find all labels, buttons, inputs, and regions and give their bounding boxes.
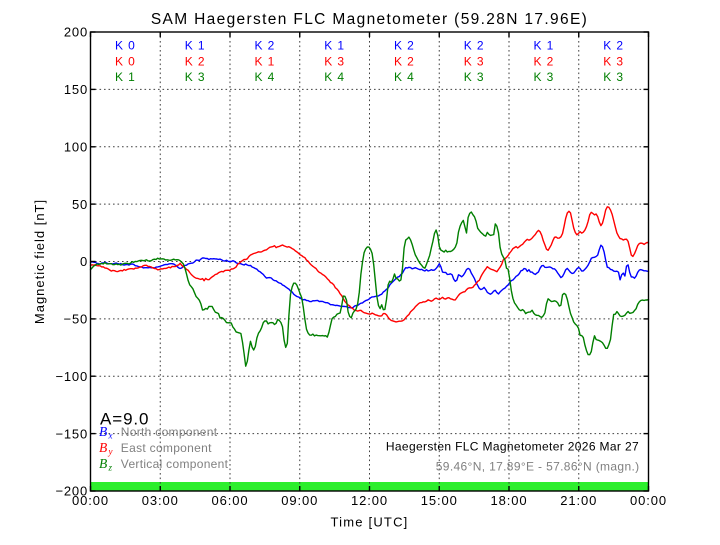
svg-text:Magnetic field [nT]: Magnetic field [nT] xyxy=(32,199,47,324)
svg-text:K 3: K 3 xyxy=(603,54,624,68)
svg-text:y: y xyxy=(108,447,113,457)
svg-text:North component: North component xyxy=(121,425,218,439)
svg-text:50: 50 xyxy=(72,197,88,212)
svg-text:K 1: K 1 xyxy=(324,38,345,52)
svg-text:K 3: K 3 xyxy=(603,70,624,84)
svg-text:K 4: K 4 xyxy=(324,70,345,84)
svg-text:SAM Haegersten FLC Magnetomete: SAM Haegersten FLC Magnetometer (59.28N … xyxy=(151,11,588,28)
svg-text:K 0: K 0 xyxy=(115,38,136,52)
svg-text:21:00: 21:00 xyxy=(560,493,597,508)
svg-text:−50: −50 xyxy=(64,312,88,327)
svg-text:−150: −150 xyxy=(56,426,88,441)
svg-text:59.46°N, 17.89°E - 57.86°N (ma: 59.46°N, 17.89°E - 57.86°N (magn.) xyxy=(436,459,640,473)
svg-text:15:00: 15:00 xyxy=(421,493,458,508)
svg-text:03:00: 03:00 xyxy=(142,493,179,508)
svg-text:Time [UTC]: Time [UTC] xyxy=(331,515,409,530)
svg-text:East component: East component xyxy=(121,441,212,455)
svg-text:K 3: K 3 xyxy=(324,54,345,68)
svg-text:K 1: K 1 xyxy=(534,38,555,52)
svg-text:K 2: K 2 xyxy=(603,38,624,52)
svg-text:−200: −200 xyxy=(56,484,88,499)
svg-text:−100: −100 xyxy=(56,369,88,384)
svg-text:150: 150 xyxy=(64,82,88,97)
svg-text:200: 200 xyxy=(64,25,88,40)
svg-text:K 2: K 2 xyxy=(534,54,555,68)
svg-text:B: B xyxy=(99,440,107,455)
svg-text:12:00: 12:00 xyxy=(351,493,388,508)
svg-text:09:00: 09:00 xyxy=(281,493,318,508)
svg-text:B: B xyxy=(99,424,107,439)
svg-text:K 1: K 1 xyxy=(255,54,276,68)
svg-text:K 2: K 2 xyxy=(255,38,276,52)
svg-text:K 3: K 3 xyxy=(185,70,206,84)
svg-text:K 1: K 1 xyxy=(185,38,206,52)
svg-text:K 1: K 1 xyxy=(115,70,136,84)
svg-text:K 0: K 0 xyxy=(115,54,136,68)
svg-text:K 2: K 2 xyxy=(185,54,206,68)
svg-text:00:00: 00:00 xyxy=(72,493,109,508)
svg-text:18:00: 18:00 xyxy=(490,493,527,508)
svg-text:A=9.0: A=9.0 xyxy=(100,410,149,429)
svg-text:00:00: 00:00 xyxy=(630,493,667,508)
svg-text:K 4: K 4 xyxy=(255,70,276,84)
svg-text:Vertical component: Vertical component xyxy=(121,457,229,471)
svg-text:0: 0 xyxy=(80,254,88,269)
svg-text:K 2: K 2 xyxy=(394,38,415,52)
svg-text:B: B xyxy=(99,456,107,471)
svg-text:K 2: K 2 xyxy=(394,54,415,68)
svg-text:K 3: K 3 xyxy=(464,54,485,68)
svg-text:x: x xyxy=(108,431,113,441)
svg-text:100: 100 xyxy=(64,139,88,154)
svg-text:06:00: 06:00 xyxy=(211,493,248,508)
svg-text:Haegersten FLC Magnetometer 20: Haegersten FLC Magnetometer 2026 Mar 27 xyxy=(386,440,639,454)
svg-text:K 3: K 3 xyxy=(464,70,485,84)
svg-text:K 3: K 3 xyxy=(534,70,555,84)
svg-text:z: z xyxy=(108,462,113,472)
svg-text:K 4: K 4 xyxy=(394,70,415,84)
svg-text:K 2: K 2 xyxy=(464,38,485,52)
